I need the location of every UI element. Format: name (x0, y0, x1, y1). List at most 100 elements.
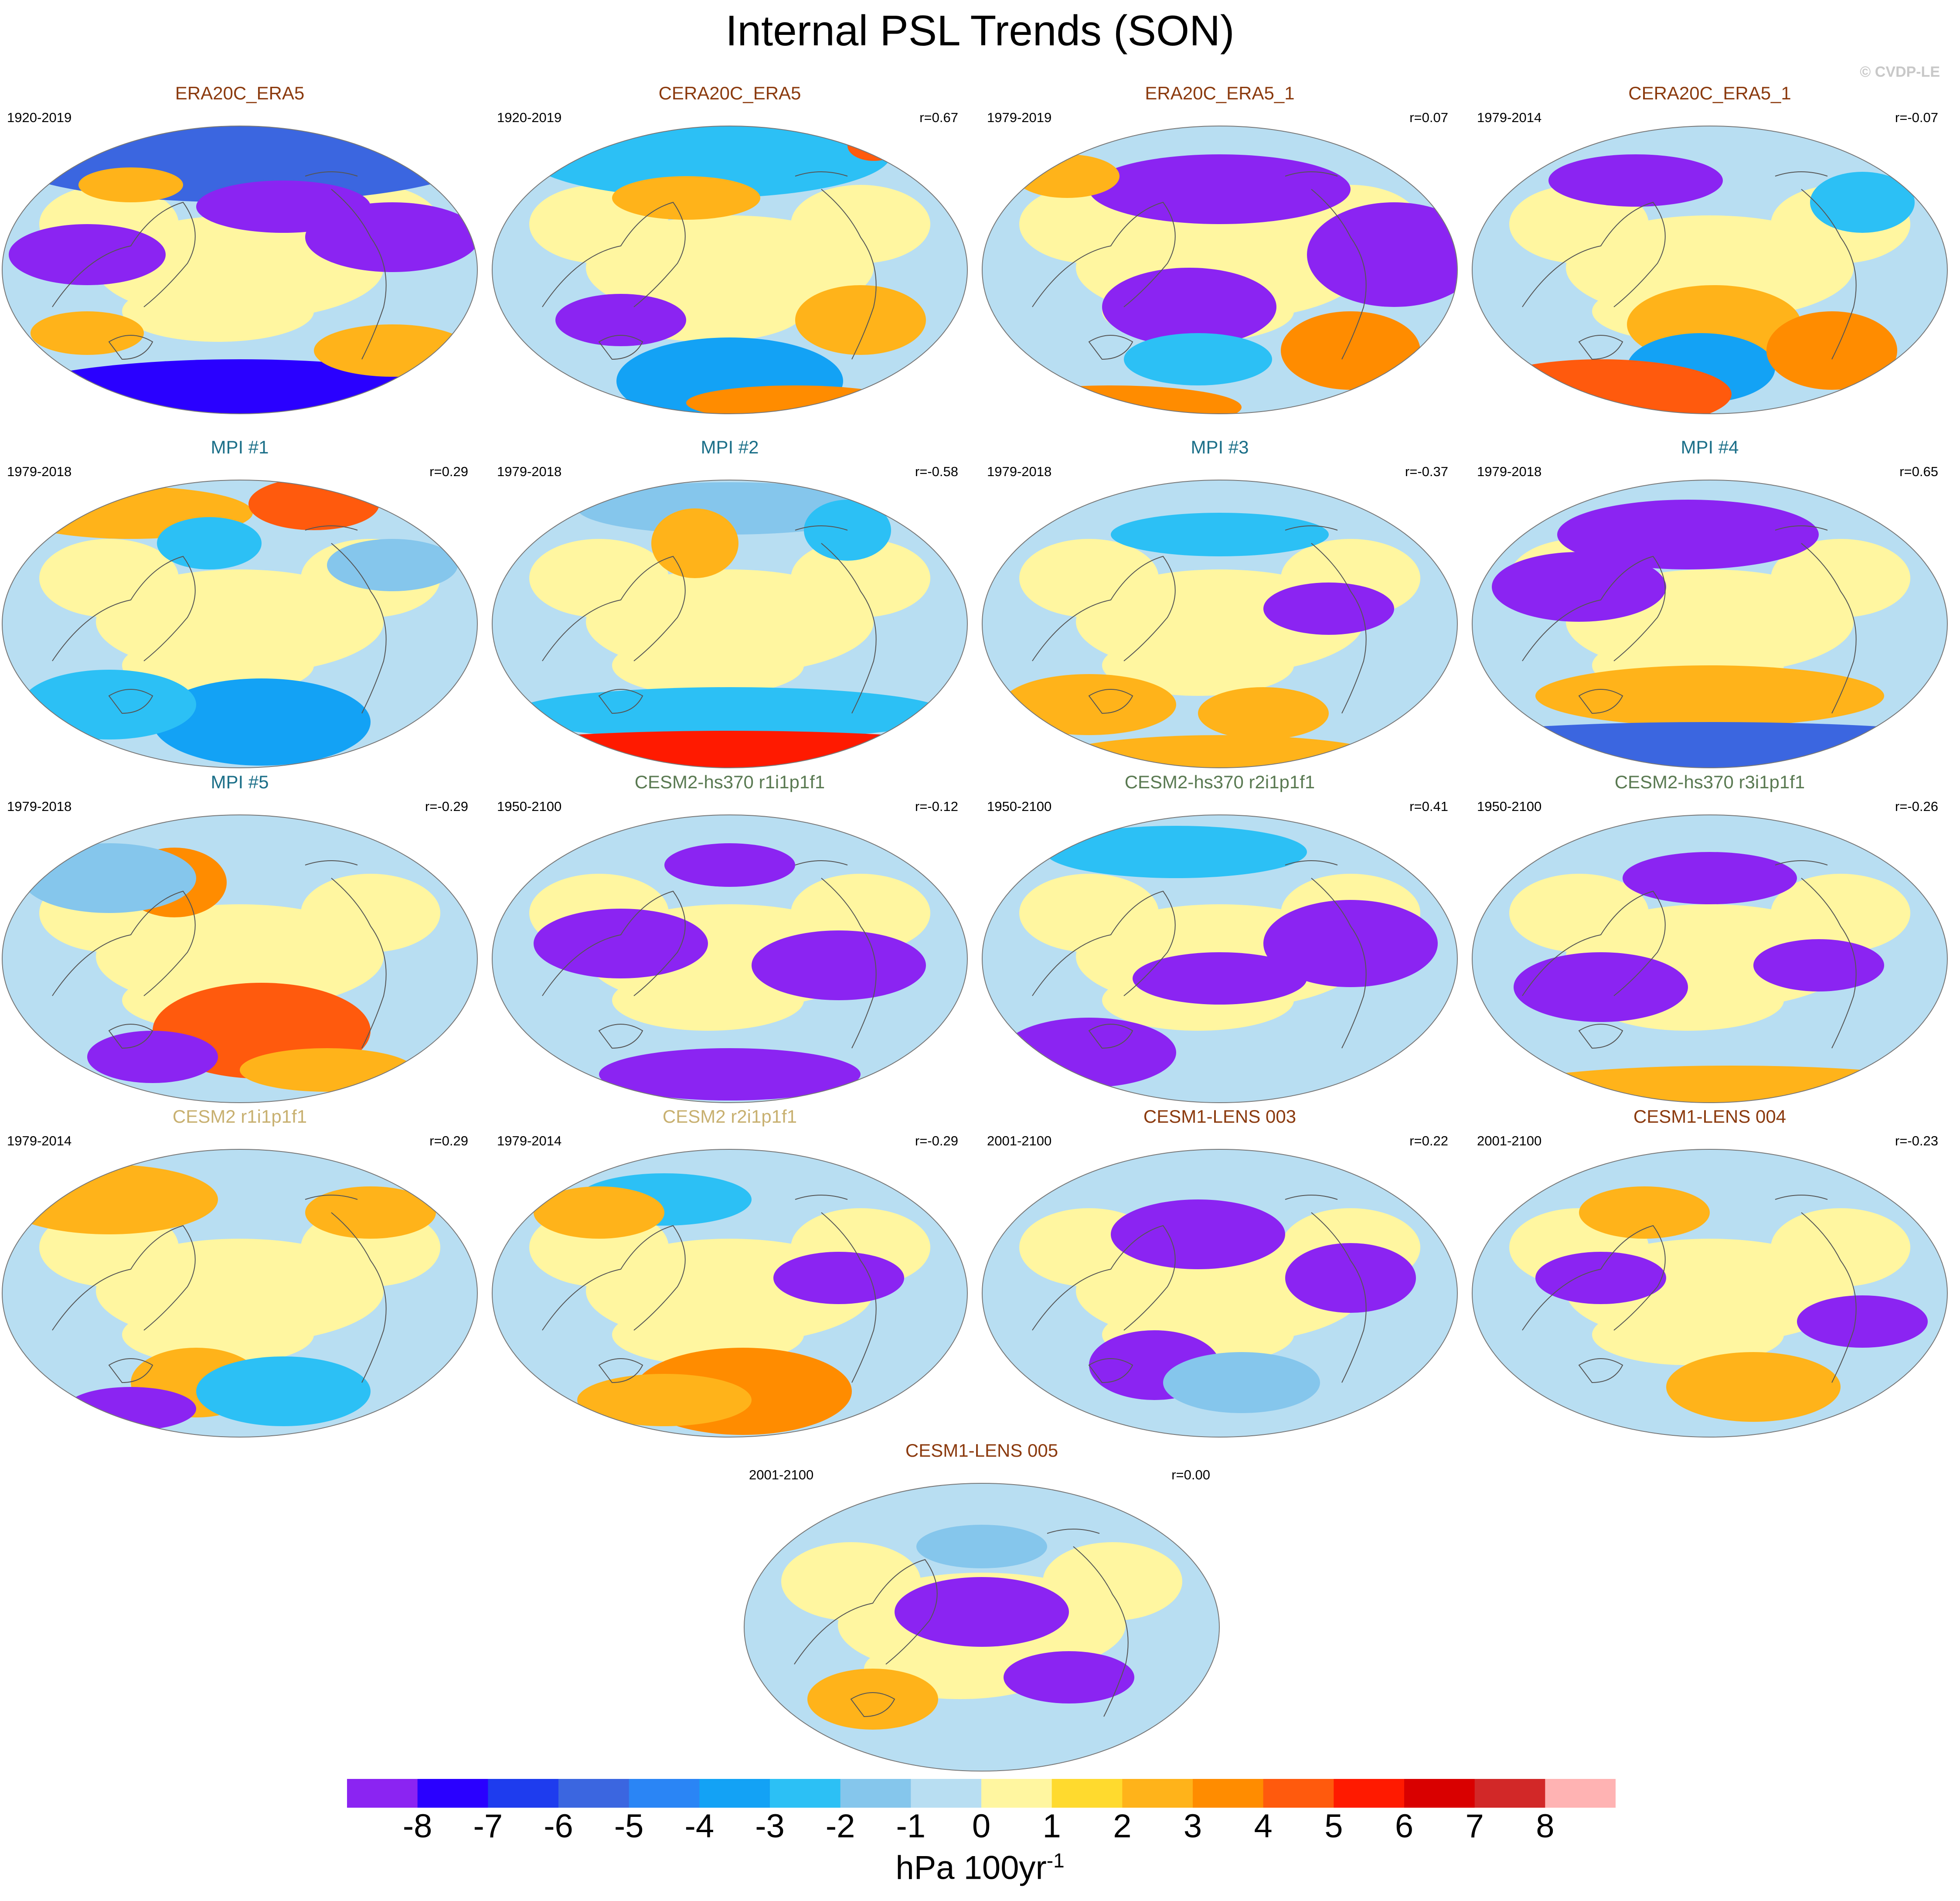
trend-contour (1797, 1295, 1928, 1348)
coastline (1088, 1024, 1133, 1049)
panel-correlation: r=-0.26 (1895, 799, 1938, 814)
coastline (1088, 335, 1133, 360)
panel-years: 1979-2014 (497, 1133, 562, 1148)
map-panel: ERA20C_ERA5 1920-2019 (0, 82, 480, 414)
coastline (850, 1692, 895, 1717)
trend-contour (1810, 172, 1915, 233)
trend-contour (492, 731, 967, 768)
map-panel: CESM2-hs370 r3i1p1f1 1950-2100 r=-0.26 (1470, 771, 1950, 1103)
trend-contour (22, 843, 196, 913)
trend-contour (65, 1387, 196, 1431)
colorbar-box (347, 1779, 418, 1808)
panel-correlation: r=0.00 (1171, 1467, 1210, 1482)
colorbar-box (488, 1779, 559, 1808)
panel-title: CESM1-LENS 005 (905, 1440, 1058, 1461)
coastline (1578, 1024, 1623, 1049)
positive-region (1102, 635, 1294, 696)
colorbar-tick-label: -4 (684, 1808, 715, 1845)
trend-contour (847, 130, 900, 161)
trend-contour (807, 1669, 938, 1730)
colorbar-tick-label: 8 (1536, 1808, 1555, 1845)
panel-title: ERA20C_ERA5 (175, 83, 305, 103)
panel-title: CESM1-LENS 004 (1633, 1106, 1786, 1127)
colorbar-box (911, 1779, 982, 1808)
trend-contour (599, 1048, 861, 1100)
trend-contour (305, 202, 477, 272)
coastline (1073, 1546, 1129, 1717)
coastline (108, 1358, 153, 1383)
map-border (1472, 480, 1948, 768)
panel-years: 2001-2100 (987, 1133, 1052, 1148)
trend-contour (87, 1031, 218, 1083)
map-border (1472, 1149, 1948, 1438)
robinson-map (1472, 126, 1948, 414)
panel-correlation: r=0.22 (1409, 1133, 1448, 1148)
map-border (2, 480, 478, 768)
panel-correlation: r=0.41 (1409, 799, 1448, 814)
colorbar-box (417, 1779, 488, 1808)
colorbar-box (1334, 1779, 1405, 1808)
colorbar-tick-label: -2 (825, 1808, 855, 1845)
trend-contour (1492, 1066, 1947, 1103)
positive-region (1019, 874, 1159, 952)
coastline (821, 878, 877, 1049)
colorbar-tick-label: 5 (1324, 1808, 1343, 1845)
map-border (2, 814, 478, 1103)
coastline (1311, 1212, 1367, 1383)
colorbar-tick-label: -1 (896, 1808, 926, 1845)
trend-contour (1472, 722, 1947, 768)
coastline (542, 555, 686, 661)
panel-years: 1979-2018 (987, 464, 1052, 479)
coastline (331, 189, 387, 360)
coastline (1801, 189, 1857, 360)
panel-correlation: r=0.29 (429, 464, 468, 479)
panel-years: 1979-2018 (497, 464, 562, 479)
coastline (1088, 1358, 1133, 1383)
panel-title: CESM2-hs370 r3i1p1f1 (1614, 772, 1805, 792)
trend-contour (240, 1048, 414, 1092)
positive-region (1509, 874, 1649, 952)
map-panel: CESM1-LENS 003 2001-2100 r=0.22 (980, 1105, 1460, 1438)
trend-contour (1557, 500, 1819, 569)
trend-contour (1285, 1243, 1416, 1313)
colorbar-tick-label: -6 (544, 1808, 573, 1845)
map-panel: CESM1-LENS 005 2001-2100 r=0.00 (742, 1439, 1222, 1772)
colorbar-box (1263, 1779, 1334, 1808)
positive-region (1592, 1304, 1784, 1365)
map-border (492, 480, 968, 768)
panel-title: MPI #2 (701, 437, 759, 457)
coastline (305, 525, 358, 531)
panel-correlation: r=0.07 (1409, 110, 1448, 125)
map-panel: CESM2 r1i1p1f1 1979-2014 r=0.29 (0, 1105, 480, 1438)
coastline (1801, 543, 1857, 714)
trend-contour (1263, 900, 1438, 987)
colorbar (347, 1779, 1616, 1808)
trend-contour (773, 1252, 904, 1304)
coastline (794, 1559, 938, 1665)
colorbar-box (770, 1779, 841, 1808)
robinson-map (2, 126, 478, 414)
map-panel: CERA20C_ERA5 1920-2019 r=0.67 (490, 82, 970, 414)
coastline (598, 1358, 643, 1383)
map-border (2, 1149, 478, 1438)
panel-correlation: r=-0.58 (915, 464, 958, 479)
coastline (1285, 1195, 1338, 1200)
positive-region (1771, 1208, 1910, 1287)
robinson-map (1472, 480, 1948, 768)
panel-years: 1920-2019 (7, 110, 72, 125)
trend-contour (1133, 952, 1307, 1005)
coastline (108, 1024, 153, 1049)
map-border (1472, 126, 1948, 414)
trend-contour (1111, 513, 1329, 556)
trend-contour (1514, 952, 1688, 1022)
coastline (1285, 171, 1338, 177)
coastline (542, 201, 686, 307)
coastline (1032, 1225, 1176, 1331)
coastline (1032, 555, 1176, 661)
panel-correlation: r=0.65 (1899, 464, 1938, 479)
trend-contour (1579, 1186, 1710, 1239)
robinson-map (1472, 814, 1948, 1103)
colorbar-tick-label: -7 (473, 1808, 503, 1845)
map-border (982, 814, 1458, 1103)
positive-region (301, 874, 440, 952)
